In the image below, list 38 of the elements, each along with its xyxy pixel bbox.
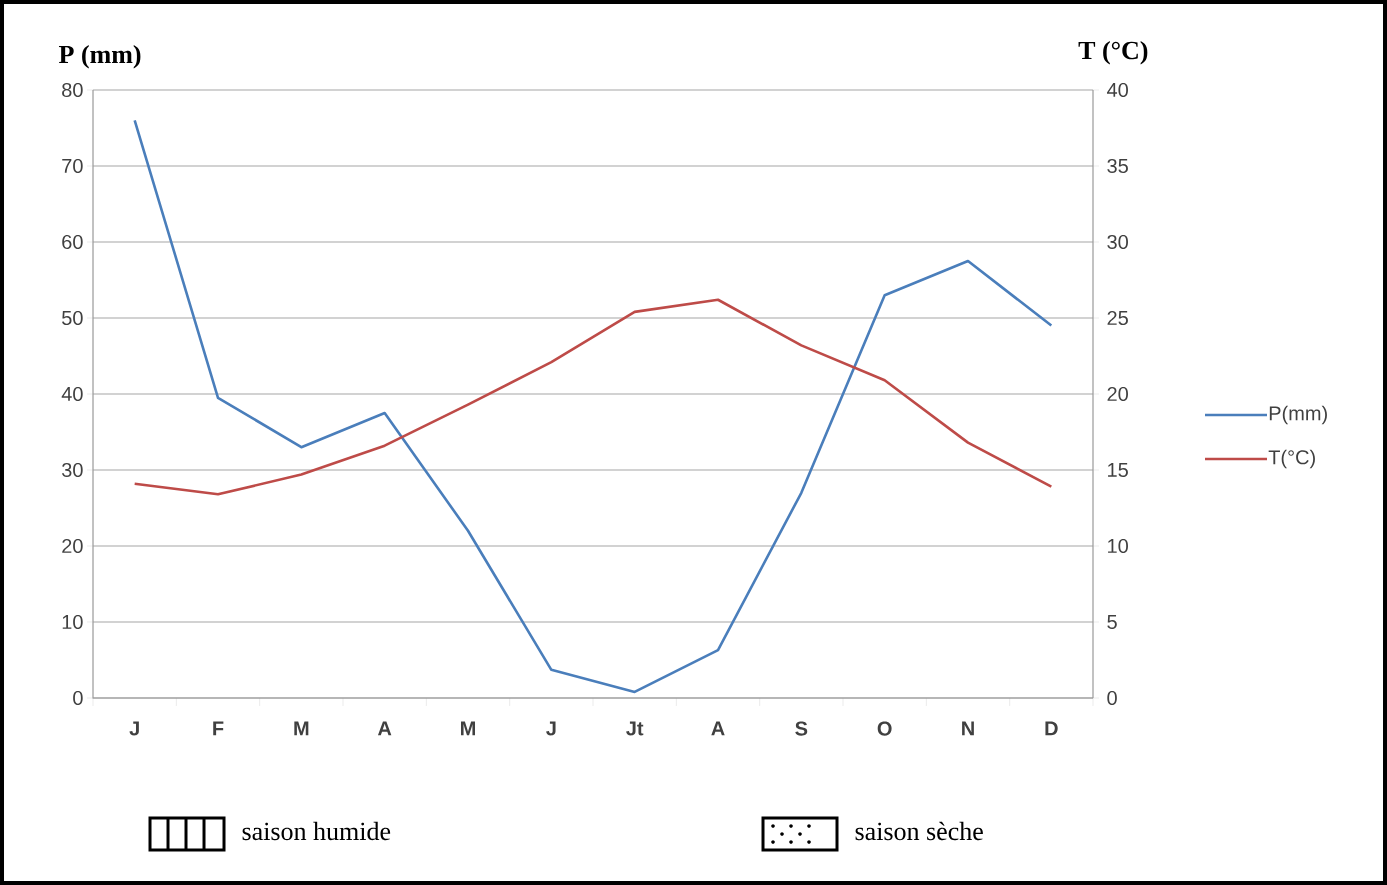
x-tick-label: D: [1045, 721, 1058, 736]
y-tick-label: 60: [62, 234, 83, 250]
y2-tick-label: 25: [1107, 310, 1128, 326]
legend-label: T(°C): [1268, 449, 1315, 469]
y-tick-label: 10: [62, 614, 83, 630]
line-series: [133, 119, 1053, 694]
text: saison sèche: [855, 821, 983, 841]
y2-tick-label: 30: [1107, 234, 1128, 250]
y2-tick-label: 5: [1107, 615, 1117, 629]
line-series: [133, 298, 1053, 496]
y2-tick-label: 0: [1107, 690, 1117, 706]
legend-label: P(mm): [1269, 405, 1327, 425]
x-tick-label: J: [129, 721, 139, 736]
y2-tick-label: 35: [1107, 158, 1128, 174]
y-tick-label: 80: [62, 82, 83, 98]
y-tick-label: 50: [62, 310, 83, 326]
y-tick-label: 40: [61, 386, 83, 402]
y-tick-label: 20: [62, 538, 83, 554]
x-tick-label: J: [546, 721, 556, 736]
y-tick-label: 0: [73, 690, 83, 706]
x-tick-label: A: [711, 721, 725, 736]
y2-tick-label: 10: [1108, 538, 1128, 554]
x-tick-label: F: [213, 721, 224, 736]
x-tick-label: O: [877, 721, 892, 736]
y-tick-label: 70: [62, 158, 83, 174]
y2-tick-label: 20: [1107, 386, 1128, 402]
x-tick-label: N: [962, 721, 974, 736]
x-tick-label: S: [795, 721, 808, 736]
y-axis-title: P (mm): [58, 44, 141, 69]
y2-tick-label: 40: [1106, 82, 1128, 98]
y-tick-label: 30: [62, 462, 83, 478]
x-tick-label: A: [377, 721, 392, 736]
x-tick-label: M: [461, 721, 475, 736]
x-tick-label: Jt: [626, 721, 644, 736]
y2-axis-title: T (°C): [1078, 40, 1148, 65]
y2-tick-label: 15: [1108, 463, 1128, 477]
x-tick-label: M: [294, 721, 309, 736]
text: saison humide: [242, 821, 391, 841]
